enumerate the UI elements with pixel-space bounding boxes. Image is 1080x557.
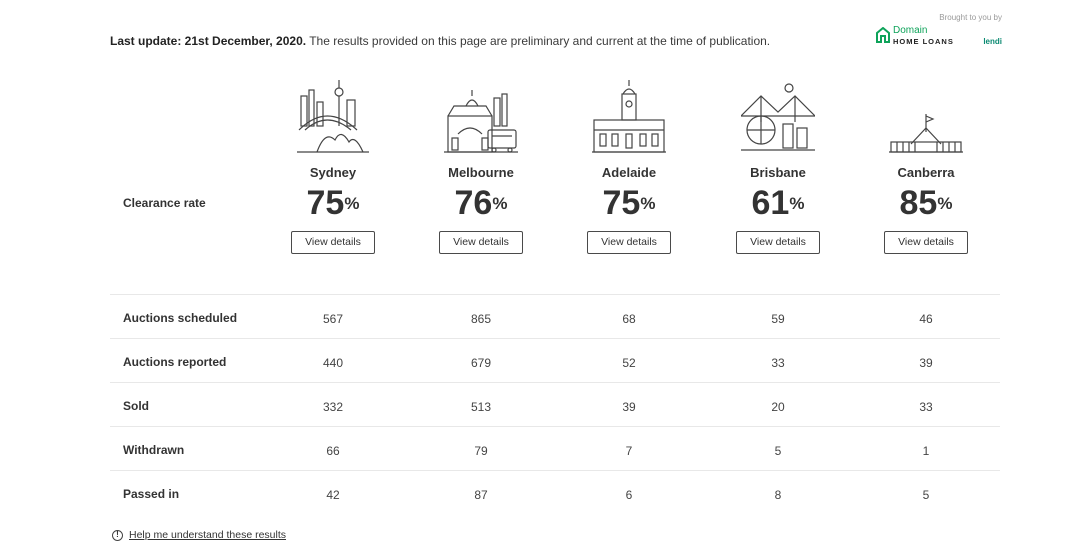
city-name: Brisbane [750,165,806,180]
cell-value: 59 [771,312,785,326]
city-column-brisbane: Brisbane 61% View details [713,78,843,254]
help-link[interactable]: Help me understand these results [129,529,287,541]
cell-value: 20 [771,400,785,414]
cell-value: 52 [622,356,636,370]
cell-value: 1 [922,444,930,458]
clearance-rate-value: 75% [306,184,360,222]
cell-value: 7 [625,444,633,458]
view-details-button-canberra[interactable]: View details [884,231,968,254]
cell-value: 865 [470,312,492,326]
city-name: Sydney [309,165,357,180]
row-label: Auctions reported [123,355,227,369]
melbourne-flinders-station-icon [444,90,518,153]
lendi-logo-text: lendi [983,37,1002,46]
canberra-parliament-house-icon [889,114,963,153]
info-icon: ! [112,529,123,541]
last-update-text: The results provided on this page are pr… [306,34,771,48]
cell-value: 5 [774,444,782,458]
cell-value: 6 [625,488,633,502]
last-update-note: Last update: 21st December, 2020. The re… [110,34,770,48]
row-label: Auctions scheduled [123,311,238,325]
cell-value: 5 [922,488,930,502]
city-name: Melbourne [448,165,514,180]
domain-logo-text: Domain [893,25,928,36]
clearance-rate-label: Clearance rate [123,196,206,210]
row-label: Withdrawn [123,443,185,457]
city-column-sydney: Sydney 75% View details [268,78,398,254]
cell-value: 42 [326,488,340,502]
brought-to-you-by: Brought to you by [939,13,1002,22]
view-details-button-melbourne[interactable]: View details [439,231,523,254]
city-name: Adelaide [601,165,657,180]
home-loans-logo-text: HOME LOANS [893,37,954,46]
cell-value: 39 [622,400,636,414]
table-row: Passed in 42 87 6 8 5 [110,470,1000,514]
clearance-rate-value: 75% [602,184,656,222]
cell-value: 33 [919,400,933,414]
city-name: Canberra [897,165,955,180]
cell-value: 66 [326,444,340,458]
cell-value: 332 [322,400,344,414]
table-row: Withdrawn 66 79 7 5 1 [110,426,1000,470]
cell-value: 567 [322,312,344,326]
city-column-canberra: Canberra 85% View details [861,78,991,254]
clearance-rate-value: 76% [454,184,508,222]
brisbane-story-bridge-icon [741,83,815,151]
auction-results-table: Auctions scheduled 567 865 68 59 46 Auct… [110,294,1000,514]
city-column-adelaide: Adelaide 75% View details [564,78,694,254]
cell-value: 679 [470,356,492,370]
view-details-button-brisbane[interactable]: View details [736,231,820,254]
row-label: Passed in [123,487,180,501]
sydney-opera-house-icon [297,80,369,153]
cell-value: 8 [774,488,782,502]
cell-value: 46 [919,312,933,326]
cell-value: 33 [771,356,785,370]
last-update-date: Last update: 21st December, 2020. [110,34,307,48]
view-details-button-adelaide[interactable]: View details [587,231,671,254]
help-section: ! Help me understand these results [112,529,286,541]
city-column-melbourne: Melbourne 76% View details [416,78,546,254]
cell-value: 79 [474,444,488,458]
clearance-rate-value: 85% [899,184,953,222]
table-row: Auctions scheduled 567 865 68 59 46 [110,294,1000,338]
cell-value: 87 [474,488,488,502]
cell-value: 39 [919,356,933,370]
adelaide-town-hall-icon [592,80,666,153]
cell-value: 68 [622,312,636,326]
clearance-rate-value: 61% [751,184,805,222]
cell-value: 513 [470,400,492,414]
table-row: Sold 332 513 39 20 33 [110,382,1000,426]
cell-value: 440 [322,356,344,370]
row-label: Sold [123,399,149,413]
sponsor-brand: Brought to you by Domain HOME LOANS lend… [872,13,1002,49]
domain-house-icon [876,27,890,43]
view-details-button-sydney[interactable]: View details [291,231,375,254]
table-row: Auctions reported 440 679 52 33 39 [110,338,1000,382]
